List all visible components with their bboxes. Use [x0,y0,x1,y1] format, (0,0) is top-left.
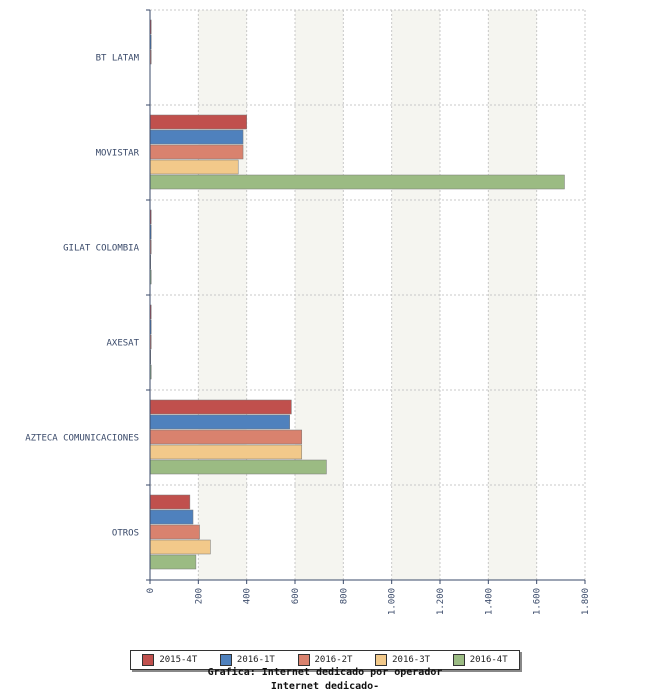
bar [149,459,327,475]
x-tick-label: 800 [339,588,349,604]
bar [149,429,303,445]
legend-label: 2015-4T [159,655,198,665]
bar [149,159,239,175]
chart-title: Grafica: Internet dedicado por operador [207,667,443,678]
legend-label: 2016-4T [469,655,508,665]
bar [149,174,565,190]
x-tick-label: 1.200 [436,588,446,615]
x-tick-label: 0 [146,588,156,593]
x-tick-label: 1.400 [484,588,494,615]
bar [149,414,290,430]
bar [149,554,197,570]
legend-item: 2015-4T [142,654,197,666]
legend-item: 2016-3T [375,654,430,666]
grid-band [488,10,537,580]
x-tick-label: 600 [291,588,301,604]
category-label: AXESAT [106,339,139,349]
legend-item: 2016-2T [297,654,353,666]
bar [149,524,200,540]
legend-swatch [375,654,388,666]
legend-swatch [142,654,155,666]
x-tick-label: 1.000 [388,588,398,615]
x-tick-label: 400 [243,588,253,604]
bar-chart: BT LATAM MOVISTAR GILAT COLOMBIA AXESAT AZTE… [25,9,591,615]
x-tick-label: 1.600 [533,588,543,615]
category-label: MOVISTAR [96,149,140,159]
bar [149,114,247,130]
category-label: BT LATAM [96,54,140,64]
bar [149,144,244,160]
category-label: GILAT COLOMBIA [63,244,139,254]
chart-subtitle: Internet dedicado- [270,681,380,692]
category-label: OTROS [112,529,139,539]
legend-swatch [452,654,465,666]
legend-label: 2016-3T [392,655,431,665]
x-tick-label: 1.800 [581,588,591,615]
category-label: AZTECA COMUNICACIONES [25,434,139,444]
legend-swatch [219,654,232,666]
bar [149,509,194,525]
legend-label: 2016-1T [236,655,275,665]
legend-label: 2016-2T [314,655,353,665]
bar [149,494,191,510]
x-tick-label: 200 [194,588,204,604]
bar [149,129,244,145]
chart-legend: 2015-4T 2016-1T 2016-2T 2016-3T 2016-4T [130,650,520,670]
bar [149,444,303,460]
legend-item: 2016-1T [219,654,275,666]
legend-item: 2016-4T [452,654,508,666]
bar [149,539,211,555]
legend-swatch [297,654,310,666]
bar [149,399,292,415]
